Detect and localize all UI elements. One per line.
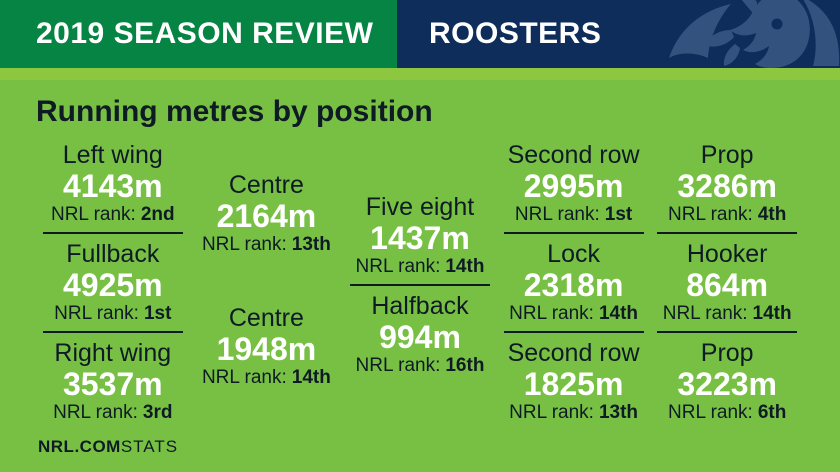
column-backs-left: Left wing 4143m NRL rank: 2nd Fullback 49… xyxy=(36,142,190,423)
nrl-rank: NRL rank: 6th xyxy=(668,402,787,423)
position-label: Centre xyxy=(228,171,304,199)
divider-line xyxy=(349,284,490,286)
metres-value: 4925m xyxy=(62,267,163,303)
stat-block: Centre 2164m NRL rank: 13th xyxy=(190,171,344,256)
nrl-rank: NRL rank: 14th xyxy=(662,303,792,324)
page-title: Running metres by position xyxy=(36,95,433,128)
stat-block: Fullback 4925m NRL rank: 1st xyxy=(36,240,190,325)
nrl-rank: NRL rank: 1st xyxy=(54,303,172,324)
accent-strip xyxy=(0,68,840,80)
divider-line xyxy=(657,331,798,333)
position-label: Halfback xyxy=(371,292,469,320)
position-label: Lock xyxy=(547,240,600,268)
brand-bold: NRL.COM xyxy=(38,437,121,456)
brand-light: STATS xyxy=(120,437,179,456)
roosters-logo-icon xyxy=(669,0,840,68)
stat-block: Prop 3286m NRL rank: 4th xyxy=(650,141,804,226)
metres-value: 1825m xyxy=(523,366,624,402)
metres-value: 994m xyxy=(379,319,461,355)
column-halves: Five eight 1437m NRL rank: 14th Halfback … xyxy=(343,142,497,423)
nrl-rank: NRL rank: 1st xyxy=(514,204,633,225)
stat-block: Centre 1948m NRL rank: 14th xyxy=(190,304,344,389)
position-label: Fullback xyxy=(66,240,160,268)
metres-value: 3286m xyxy=(677,168,777,204)
stats-panel: Running metres by position Left wing 414… xyxy=(0,80,840,472)
position-label: Second row xyxy=(507,141,640,169)
nrl-rank: NRL rank: 14th xyxy=(355,256,485,277)
position-label: Left wing xyxy=(62,141,163,169)
metres-value: 1948m xyxy=(216,331,317,367)
divider-line xyxy=(503,331,644,333)
position-label: Five eight xyxy=(365,193,475,221)
metres-value: 864m xyxy=(686,267,769,303)
season-review-title: 2019 SEASON REVIEW xyxy=(36,17,374,50)
header-bar: 2019 SEASON REVIEW ROOSTERS xyxy=(0,0,840,68)
metres-value: 4143m xyxy=(62,168,163,204)
nrl-rank: NRL rank: 3rd xyxy=(53,402,173,423)
metres-value: 3223m xyxy=(677,366,777,402)
nrl-rank: NRL rank: 14th xyxy=(509,303,639,324)
metres-value: 3537m xyxy=(62,366,163,402)
metres-value: 2318m xyxy=(523,267,624,303)
divider-line xyxy=(503,232,644,234)
stat-block: Lock 2318m NRL rank: 14th xyxy=(497,240,651,325)
nrl-rank: NRL rank: 4th xyxy=(668,204,787,225)
nrl-rank: NRL rank: 13th xyxy=(509,402,639,423)
stat-block: Hooker 864m NRL rank: 14th xyxy=(650,240,804,325)
position-label: Prop xyxy=(700,339,754,367)
team-name: ROOSTERS xyxy=(429,17,602,50)
divider-line xyxy=(42,331,183,333)
column-front-row: Prop 3286m NRL rank: 4th Hooker 864m NRL … xyxy=(650,142,804,423)
stat-block: Right wing 3537m NRL rank: 3rd xyxy=(36,339,190,424)
stat-block: Five eight 1437m NRL rank: 14th xyxy=(343,193,497,278)
column-centres: Centre 2164m NRL rank: 13th Centre 1948m … xyxy=(190,142,344,423)
stat-block: Second row 1825m NRL rank: 13th xyxy=(497,339,651,424)
season-review-banner: 2019 SEASON REVIEW xyxy=(0,0,397,68)
divider-line xyxy=(657,232,798,234)
stat-block: Second row 2995m NRL rank: 1st xyxy=(497,141,651,226)
nrl-rank: NRL rank: 14th xyxy=(201,367,331,388)
stat-block: Halfback 994m NRL rank: 16th xyxy=(343,292,497,377)
metres-value: 1437m xyxy=(370,220,470,256)
position-label: Second row xyxy=(507,339,640,367)
column-back-row: Second row 2995m NRL rank: 1st Lock 2318m… xyxy=(497,142,651,423)
metres-value: 2164m xyxy=(216,198,317,234)
stat-columns: Left wing 4143m NRL rank: 2nd Fullback 49… xyxy=(36,142,804,423)
position-label: Centre xyxy=(228,304,304,332)
position-label: Hooker xyxy=(686,240,768,268)
nrl-rank: NRL rank: 13th xyxy=(201,234,331,255)
team-banner: ROOSTERS xyxy=(397,0,840,68)
position-label: Right wing xyxy=(54,339,172,367)
nrl-rank: NRL rank: 16th xyxy=(355,355,485,376)
nrl-rank: NRL rank: 2nd xyxy=(50,204,175,225)
stat-block: Left wing 4143m NRL rank: 2nd xyxy=(36,141,190,226)
metres-value: 2995m xyxy=(523,168,624,204)
position-label: Prop xyxy=(700,141,754,169)
nrl-com-stats-logo: NRL.COMSTATS xyxy=(38,437,178,457)
divider-line xyxy=(42,232,183,234)
stat-block: Prop 3223m NRL rank: 6th xyxy=(650,339,804,424)
